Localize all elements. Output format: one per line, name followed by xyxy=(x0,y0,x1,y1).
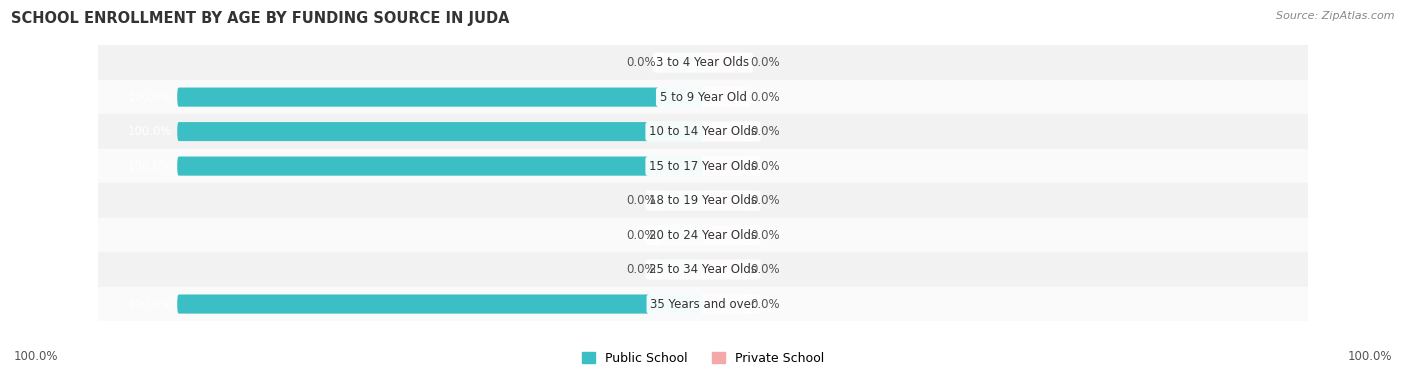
FancyBboxPatch shape xyxy=(177,156,703,175)
Text: 0.0%: 0.0% xyxy=(751,125,780,138)
Text: 100.0%: 100.0% xyxy=(128,297,172,311)
Text: 15 to 17 Year Olds: 15 to 17 Year Olds xyxy=(650,160,756,173)
Text: 25 to 34 Year Olds: 25 to 34 Year Olds xyxy=(650,263,756,276)
FancyBboxPatch shape xyxy=(661,260,703,279)
Text: 0.0%: 0.0% xyxy=(751,91,780,104)
Text: 0.0%: 0.0% xyxy=(751,160,780,173)
FancyBboxPatch shape xyxy=(177,88,703,107)
FancyBboxPatch shape xyxy=(661,53,703,72)
Bar xyxy=(98,80,1308,114)
FancyBboxPatch shape xyxy=(661,191,703,210)
FancyBboxPatch shape xyxy=(177,156,703,175)
Text: 3 to 4 Year Olds: 3 to 4 Year Olds xyxy=(657,56,749,69)
Text: 100.0%: 100.0% xyxy=(128,91,172,104)
Text: 0.0%: 0.0% xyxy=(751,297,780,311)
Text: 0.0%: 0.0% xyxy=(626,263,655,276)
FancyBboxPatch shape xyxy=(177,122,703,141)
Text: 100.0%: 100.0% xyxy=(14,350,59,363)
Bar xyxy=(98,45,1308,80)
Text: 10 to 14 Year Olds: 10 to 14 Year Olds xyxy=(650,125,756,138)
Text: Source: ZipAtlas.com: Source: ZipAtlas.com xyxy=(1277,11,1395,21)
Legend: Public School, Private School: Public School, Private School xyxy=(582,352,824,365)
Text: SCHOOL ENROLLMENT BY AGE BY FUNDING SOURCE IN JUDA: SCHOOL ENROLLMENT BY AGE BY FUNDING SOUR… xyxy=(11,11,510,26)
Bar xyxy=(98,253,1308,287)
Bar xyxy=(98,114,1308,149)
Bar xyxy=(98,183,1308,218)
Text: 100.0%: 100.0% xyxy=(1347,350,1392,363)
Text: 0.0%: 0.0% xyxy=(751,263,780,276)
Text: 0.0%: 0.0% xyxy=(626,194,655,207)
FancyBboxPatch shape xyxy=(177,122,703,141)
FancyBboxPatch shape xyxy=(177,294,703,313)
FancyBboxPatch shape xyxy=(177,88,703,107)
Text: 0.0%: 0.0% xyxy=(626,229,655,242)
Text: 100.0%: 100.0% xyxy=(128,125,172,138)
FancyBboxPatch shape xyxy=(703,53,745,72)
Bar xyxy=(98,218,1308,253)
FancyBboxPatch shape xyxy=(703,156,745,175)
Bar xyxy=(98,149,1308,183)
Text: 0.0%: 0.0% xyxy=(751,229,780,242)
Text: 5 to 9 Year Old: 5 to 9 Year Old xyxy=(659,91,747,104)
Bar xyxy=(98,287,1308,321)
FancyBboxPatch shape xyxy=(703,294,745,313)
FancyBboxPatch shape xyxy=(177,294,703,313)
Text: 18 to 19 Year Olds: 18 to 19 Year Olds xyxy=(650,194,756,207)
FancyBboxPatch shape xyxy=(703,226,745,245)
Text: 0.0%: 0.0% xyxy=(626,56,655,69)
Text: 0.0%: 0.0% xyxy=(751,56,780,69)
Text: 100.0%: 100.0% xyxy=(128,160,172,173)
FancyBboxPatch shape xyxy=(661,226,703,245)
Text: 20 to 24 Year Olds: 20 to 24 Year Olds xyxy=(650,229,756,242)
FancyBboxPatch shape xyxy=(703,88,745,107)
Text: 0.0%: 0.0% xyxy=(751,194,780,207)
FancyBboxPatch shape xyxy=(703,260,745,279)
FancyBboxPatch shape xyxy=(703,191,745,210)
Text: 35 Years and over: 35 Years and over xyxy=(650,297,756,311)
FancyBboxPatch shape xyxy=(703,122,745,141)
